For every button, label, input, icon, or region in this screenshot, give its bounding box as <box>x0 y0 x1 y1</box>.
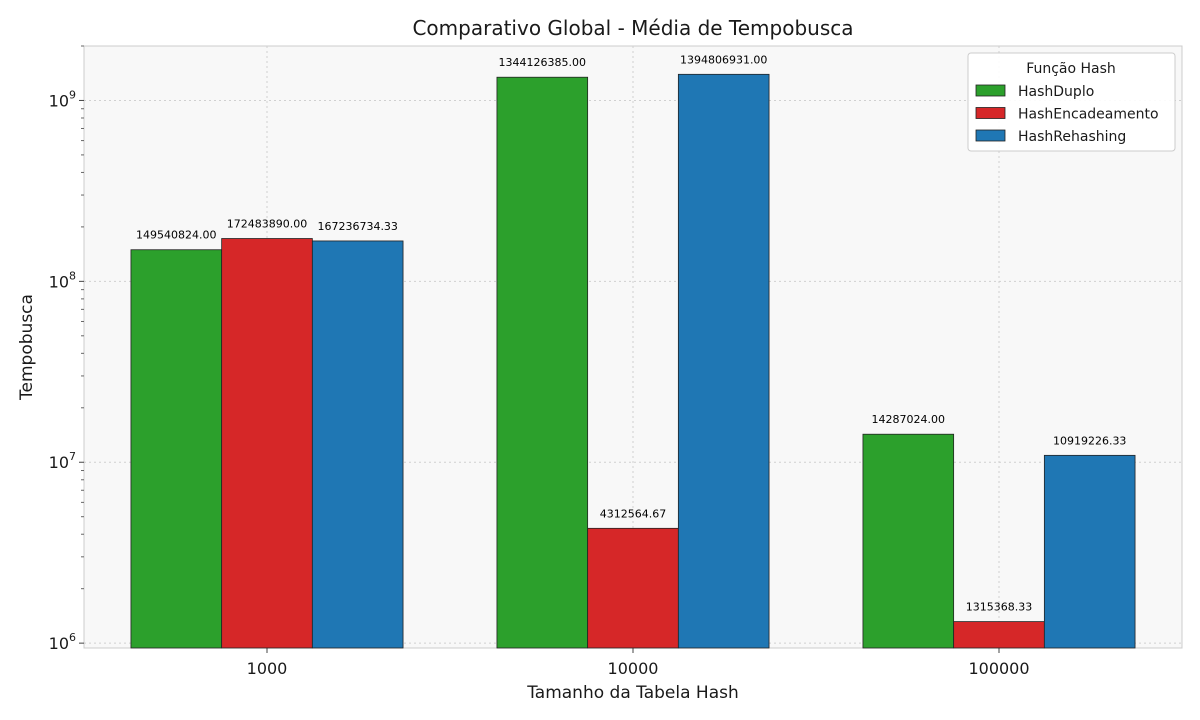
y-tick-label: 109 <box>49 88 76 110</box>
y-tick-label: 106 <box>49 631 76 653</box>
y-axis-label: Tempobusca <box>17 294 37 401</box>
bar <box>677 73 770 649</box>
y-tick-label: 108 <box>49 269 76 291</box>
bar <box>221 238 313 649</box>
bar-value-label: 1394806931.00 <box>680 53 767 66</box>
x-tick-labels: 1000 10000 100000 <box>247 659 1030 678</box>
legend-swatch <box>975 107 1006 119</box>
bar <box>953 621 1045 649</box>
bar-value-label: 149540824.00 <box>136 229 216 242</box>
bar-labels: 149540824.00 172483890.00 167236734.33 1344… <box>136 53 1126 613</box>
bar-value-label: 4312564.67 <box>600 507 666 520</box>
legend-swatch <box>975 129 1006 142</box>
minor-ticks <box>79 45 1000 653</box>
x-tick-label: 100000 <box>968 659 1029 678</box>
chart-title: Comparativo Global - Média de Tempobusca <box>412 16 853 40</box>
legend-label: HashRehashing <box>1018 129 1126 145</box>
bar-value-label: 172483890.00 <box>227 218 307 231</box>
bar <box>496 76 589 649</box>
bar-value-label: 14287024.00 <box>872 413 945 426</box>
legend: Função Hash HashDuplo HashEncadeamento Has… <box>967 52 1176 152</box>
bar <box>587 527 679 649</box>
bar <box>130 249 223 649</box>
y-tick-labels: 106 107 108 109 <box>49 88 76 653</box>
legend-swatch <box>975 84 1006 97</box>
legend-box <box>967 52 1176 152</box>
legend-label: HashDuplo <box>1018 84 1094 100</box>
bar-value-label: 1315368.33 <box>966 601 1032 614</box>
bar <box>311 240 404 649</box>
x-tick-label: 1000 <box>247 659 288 678</box>
bar-value-label: 167236734.33 <box>317 220 397 233</box>
bar-value-label: 10919226.33 <box>1053 434 1126 447</box>
legend-title: Função Hash <box>1026 61 1116 77</box>
y-tick-label: 107 <box>49 450 76 472</box>
bars <box>130 73 1136 649</box>
bar <box>1043 454 1136 649</box>
x-axis-label: Tamanho da Tabela Hash <box>526 683 739 703</box>
x-tick-label: 10000 <box>608 659 659 678</box>
legend-label: HashEncadeamento <box>1018 107 1159 123</box>
bar-value-label: 1344126385.00 <box>499 56 586 69</box>
bar <box>862 433 955 649</box>
